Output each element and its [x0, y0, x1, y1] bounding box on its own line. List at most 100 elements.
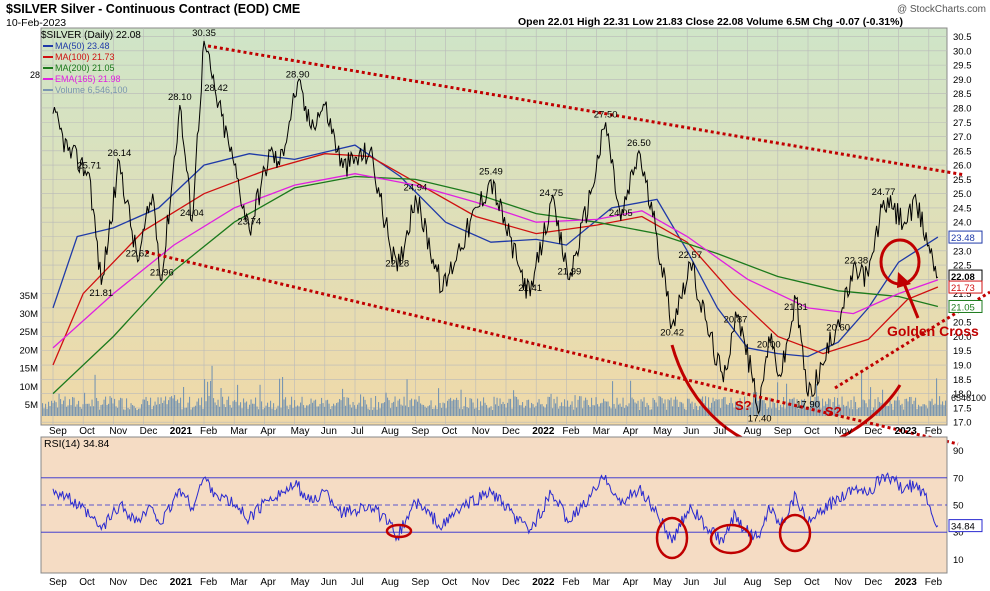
- volume-bar: [360, 394, 362, 416]
- volume-bar: [217, 399, 219, 416]
- volume-bar: [820, 408, 822, 416]
- date-tick-label: Oct: [804, 577, 820, 588]
- volume-bar: [808, 408, 810, 416]
- date-tick-label: Feb: [200, 577, 218, 588]
- volume-bar: [220, 388, 222, 416]
- volume-bar: [139, 408, 141, 416]
- volume-bar: [49, 406, 51, 416]
- volume-bar: [391, 402, 393, 416]
- volume-bar: [781, 407, 783, 416]
- volume-bar: [610, 408, 612, 416]
- volume-bar: [627, 406, 629, 416]
- volume-bar: [396, 406, 398, 416]
- volume-bar: [76, 404, 78, 416]
- volume-bar: [480, 401, 482, 416]
- volume-bar: [892, 409, 894, 416]
- volume-bar: [412, 405, 414, 416]
- volume-bar: [936, 378, 938, 416]
- volume-bar: [199, 405, 201, 416]
- volume-bar: [127, 407, 129, 416]
- volume-bar: [184, 407, 186, 416]
- volume-bar: [240, 402, 242, 416]
- volume-bar: [568, 406, 570, 416]
- volume-bar: [118, 400, 120, 416]
- volume-bar: [381, 403, 383, 416]
- volume-bar: [643, 397, 645, 416]
- date-tick-label: Jul: [713, 426, 726, 437]
- volume-bar: [463, 406, 465, 416]
- volume-bar: [124, 409, 126, 416]
- rsi-date-axis: Sep Oct Nov Dec 2021 Feb Mar Apr May Jun Jul Aug Sep…: [49, 577, 942, 588]
- price-series: [52, 40, 939, 415]
- volume-bar: [775, 408, 777, 416]
- volume-bar: [282, 377, 284, 416]
- volume-bar: [763, 400, 765, 416]
- price-tick-label: 29.0: [953, 75, 972, 86]
- volume-bar: [195, 405, 197, 416]
- rsi-gridlines: [41, 477, 947, 533]
- volume-bar: [939, 396, 941, 416]
- date-tick-label: Apr: [623, 577, 639, 588]
- volume-bar: [883, 403, 885, 416]
- volume-bar: [247, 408, 249, 416]
- volume-bar: [538, 399, 540, 416]
- volume-bar: [339, 398, 341, 416]
- volume-bar: [277, 405, 279, 416]
- volume-bar: [268, 406, 270, 416]
- volume-bar: [747, 408, 749, 416]
- price-point-label: 22.57: [678, 250, 702, 261]
- volume-bar: [436, 408, 438, 416]
- volume-axis: 5M 10M 15M 20M 25M 30M 35M 6546100 28: [20, 70, 986, 411]
- volume-bar: [778, 409, 780, 416]
- volume-bar: [856, 409, 858, 416]
- volume-bar: [507, 402, 509, 416]
- price-point-label: 28.42: [204, 83, 228, 94]
- volume-bar: [312, 402, 314, 416]
- volume-bar: [726, 404, 728, 416]
- volume-bar: [555, 403, 557, 416]
- volume-bar: [288, 409, 290, 416]
- volume-bar: [694, 402, 696, 416]
- volume-bar: [435, 405, 437, 416]
- rsi-value-badge-box: [948, 519, 983, 533]
- date-tick-label: Oct: [442, 426, 458, 437]
- date-tick-label: Feb: [925, 426, 943, 437]
- volume-bar: [223, 404, 225, 416]
- volume-bar: [723, 397, 725, 416]
- volume-bar: [321, 397, 323, 416]
- volume-bar: [123, 409, 125, 416]
- volume-bar: [354, 405, 356, 416]
- price-panel: [40, 27, 948, 426]
- volume-bar: [472, 402, 474, 416]
- volume-bar: [144, 399, 146, 416]
- volume-bar: [237, 384, 239, 416]
- volume-bar: [580, 396, 582, 416]
- volume-bar: [96, 397, 98, 416]
- volume-bar: [783, 397, 785, 416]
- volume-bar: [445, 408, 447, 416]
- date-tick-label: 2021: [170, 577, 193, 588]
- date-tick-label: Feb: [200, 426, 218, 437]
- volume-bar: [795, 403, 797, 416]
- volume-bar: [688, 398, 690, 416]
- volume-bar: [567, 400, 569, 416]
- volume-bar: [367, 408, 369, 416]
- price-point-label: 17.90: [796, 399, 820, 410]
- volume-bar: [399, 398, 401, 416]
- volume-bar: [210, 380, 212, 416]
- volume-bar: [528, 399, 530, 416]
- volume-bar: [564, 399, 566, 416]
- volume-bar: [706, 409, 708, 416]
- volume-bar: [409, 400, 411, 416]
- volume-bar: [816, 383, 818, 416]
- volume-bar: [510, 398, 512, 416]
- volume-bar: [661, 398, 663, 416]
- date-tick-label: Mar: [593, 577, 611, 588]
- volume-bar: [570, 404, 572, 416]
- volume-bar: [471, 398, 473, 416]
- volume-bar: [387, 397, 389, 416]
- volume-bar: [859, 407, 861, 416]
- price-point-label: 26.50: [627, 138, 651, 149]
